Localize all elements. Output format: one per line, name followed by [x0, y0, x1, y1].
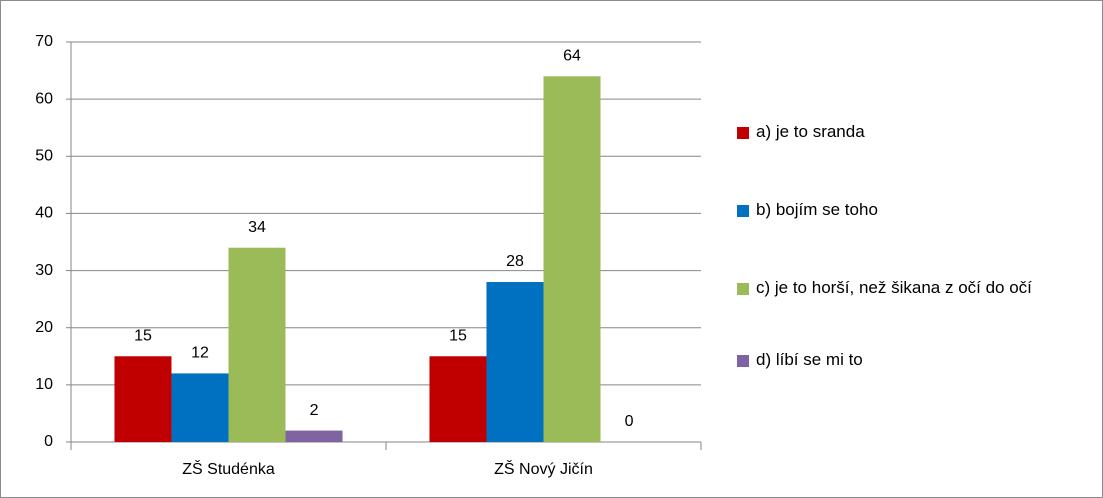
- data-label: 12: [191, 345, 209, 362]
- data-label: 2: [310, 402, 319, 419]
- data-label: 34: [248, 219, 266, 236]
- legend-swatch: [737, 355, 749, 367]
- x-tick-label: ZŠ Nový Jičín: [494, 459, 593, 478]
- legend-swatch: [737, 205, 749, 217]
- data-label: 28: [506, 253, 524, 270]
- legend-item: c) je to horší, než šikana z očí do očí: [737, 275, 1087, 301]
- y-tick-label: 40: [35, 205, 53, 222]
- legend-label: d) líbí se mi to: [756, 350, 863, 369]
- y-tick-label: 10: [35, 376, 53, 393]
- data-label: 15: [449, 328, 467, 345]
- bar: [486, 282, 544, 442]
- data-label: 0: [625, 413, 634, 430]
- x-tick-label: ZŠ Studénka: [182, 459, 275, 478]
- bar: [285, 430, 343, 442]
- data-label: 15: [134, 328, 152, 345]
- legend-item: b) bojím se toho: [737, 197, 1087, 223]
- legend-swatch: [737, 283, 749, 295]
- bar: [429, 356, 487, 442]
- legend-label: a) je to sranda: [756, 122, 865, 141]
- y-tick-label: 20: [35, 319, 53, 336]
- legend-item: d) líbí se mi to: [737, 347, 1087, 373]
- bar: [114, 356, 172, 442]
- legend-label: c) je to horší, než šikana z očí do očí: [756, 278, 1032, 297]
- legend-item: a) je to sranda: [737, 119, 1087, 145]
- y-tick-label: 0: [44, 433, 53, 450]
- y-tick-label: 50: [35, 148, 53, 165]
- legend-swatch: [737, 127, 749, 139]
- legend-label: b) bojím se toho: [756, 200, 878, 219]
- y-tick-label: 70: [35, 33, 53, 50]
- data-label: 64: [563, 48, 581, 65]
- bar: [228, 247, 286, 442]
- y-tick-label: 60: [35, 90, 53, 107]
- legend: a) je to sranda b) bojím se toho c) je to …: [737, 119, 1087, 373]
- bar: [171, 373, 229, 442]
- bar: [543, 76, 601, 443]
- y-tick-label: 30: [35, 262, 53, 279]
